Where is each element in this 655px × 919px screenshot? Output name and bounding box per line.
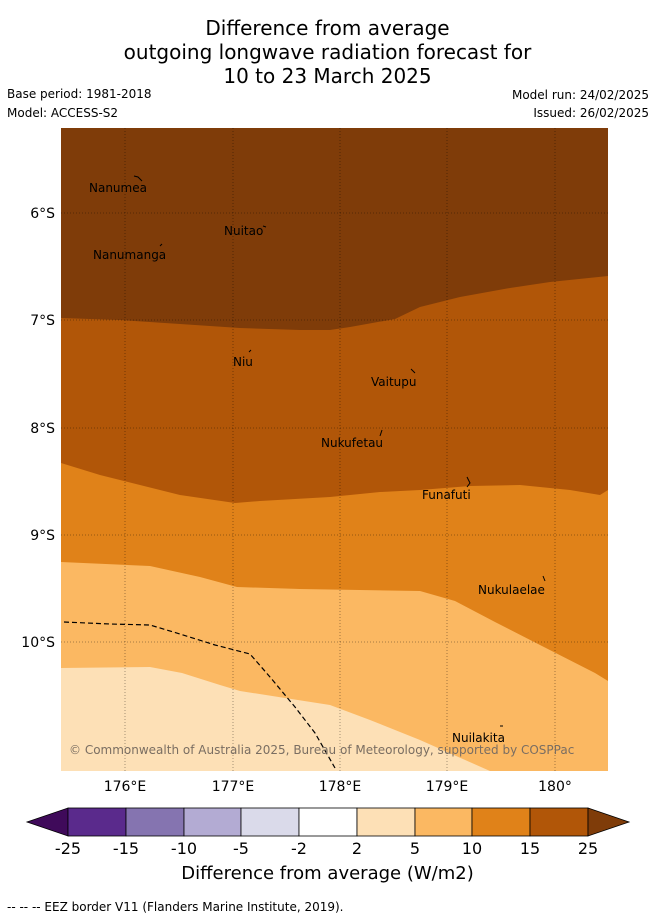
lat-tick-6s: 6°S <box>30 206 55 222</box>
lat-tick-8s: 8°S <box>30 421 55 437</box>
colorbar-tick-10: 25 <box>577 839 599 858</box>
colorbar-title: Difference from average (W/m2) <box>181 863 474 884</box>
island-label-nanumanga: Nanumanga <box>93 248 166 262</box>
colorbar-bin-8 <box>471 807 531 837</box>
copyright-notice: © Commonwealth of Australia 2025, Bureau… <box>69 743 574 757</box>
band-2-5 <box>61 667 490 771</box>
lon-tick-178: 178°E <box>319 779 362 795</box>
colorbar-bin-5 <box>298 807 358 837</box>
base-period-label: Base period: 1981-2018 <box>7 87 152 101</box>
island-label-nukufetau: Nukufetau <box>321 436 383 450</box>
issued-label: Issued: 26/02/2025 <box>533 106 649 120</box>
colorbar-bin-4 <box>240 807 300 837</box>
lat-tick-9s: 9°S <box>30 528 55 544</box>
colorbar-max-extend <box>587 807 631 837</box>
island-markers <box>133 175 546 727</box>
model-label: Model: ACCESS-S2 <box>7 106 119 120</box>
lon-tick-177: 177°E <box>212 779 255 795</box>
colorbar-bin-3 <box>183 807 242 837</box>
lat-tick-10s: 10°S <box>21 635 55 651</box>
colorbar-bin-1 <box>67 807 127 837</box>
map-title: Difference from average outgoing longwav… <box>0 16 655 88</box>
colorbar-tick-1: -25 <box>54 839 82 858</box>
colorbar-tick-8: 10 <box>461 839 483 858</box>
island-label-nuitao: Nuitao <box>224 224 263 238</box>
island-label-niu: Niu <box>233 355 253 369</box>
colorbar-tick-9: 15 <box>519 839 541 858</box>
title-line-2: outgoing longwave radiation forecast for <box>123 40 532 64</box>
band-gt-25 <box>61 128 608 330</box>
colorbar-tick-7: 5 <box>409 839 421 858</box>
colorbar-min-extend <box>25 807 69 837</box>
colorbar <box>25 807 631 837</box>
title-line-3: 10 to 23 March 2025 <box>223 64 432 88</box>
island-label-vaitupu: Vaitupu <box>371 375 417 389</box>
island-label-funafuti: Funafuti <box>422 488 471 502</box>
colorbar-tick-2: -15 <box>112 839 140 858</box>
colorbar-tick-4: -5 <box>233 839 249 858</box>
lon-tick-179: 179°E <box>426 779 469 795</box>
colorbar-tick-6: 2 <box>351 839 363 858</box>
island-label-nanumea: Nanumea <box>89 181 147 195</box>
title-line-1: Difference from average <box>205 16 450 40</box>
colorbar-bin-7 <box>414 807 473 837</box>
colorbar-bin-9 <box>529 807 589 837</box>
model-run-label: Model run: 24/02/2025 <box>511 88 649 102</box>
eez-legend: -- -- -- EEZ border V11 (Flanders Marine… <box>7 900 344 914</box>
lon-tick-180: 180° <box>538 779 572 795</box>
colorbar-bin-6 <box>356 807 416 837</box>
eez-border <box>63 621 336 769</box>
island-label-nuilakita: Nuilakita <box>452 731 505 745</box>
lon-tick-176: 176°E <box>104 779 147 795</box>
graticule <box>61 128 608 771</box>
colorbar-bin-2 <box>125 807 185 837</box>
island-label-nukulaelae: Nukulaelae <box>478 583 545 597</box>
lat-tick-7s: 7°S <box>30 313 55 329</box>
colorbar-tick-3: -10 <box>170 839 198 858</box>
colorbar-tick-5: -2 <box>291 839 307 858</box>
